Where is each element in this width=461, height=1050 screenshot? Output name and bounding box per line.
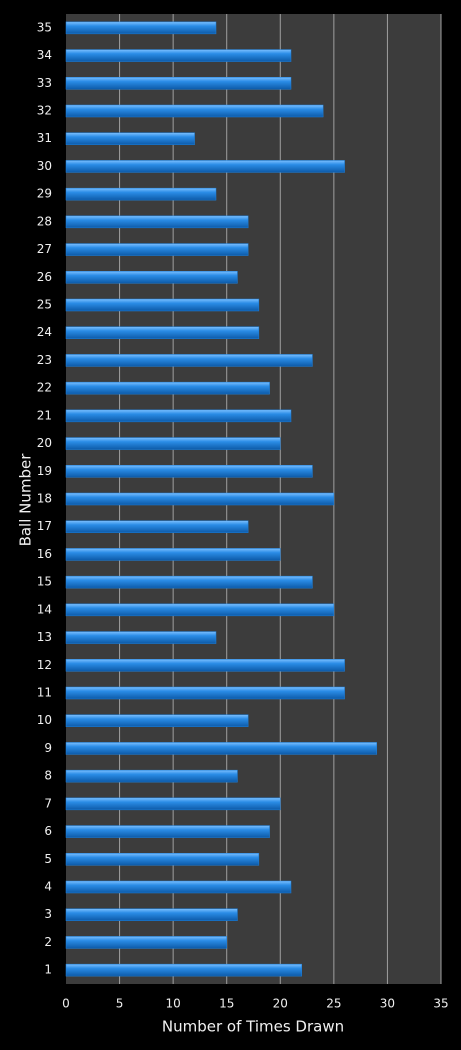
bar — [65, 160, 345, 173]
bar — [65, 21, 217, 35]
x-tick-label: 10 — [166, 997, 181, 1011]
x-tick-label: 5 — [116, 997, 124, 1011]
y-tick-label: 18 — [37, 492, 52, 506]
y-tick-label: 23 — [37, 353, 52, 367]
y-tick-label: 2 — [44, 935, 52, 949]
bar — [65, 686, 345, 700]
y-tick-label: 11 — [37, 686, 52, 700]
bar — [65, 381, 270, 395]
y-tick-label: 15 — [37, 575, 52, 589]
bar — [65, 215, 249, 229]
y-tick-label: 5 — [44, 852, 52, 866]
bar — [65, 298, 260, 312]
y-tick-label: 28 — [37, 214, 52, 228]
bar — [65, 936, 227, 949]
x-tick-label: 0 — [62, 997, 70, 1011]
x-tick-label: 25 — [326, 997, 341, 1011]
y-tick-label: 19 — [37, 464, 52, 478]
bar — [65, 575, 313, 589]
x-axis-title: Number of Times Drawn — [162, 1018, 344, 1036]
bar — [65, 354, 313, 367]
y-tick-label: 12 — [37, 658, 52, 672]
y-tick-label: 20 — [37, 436, 52, 450]
y-tick-label: 34 — [37, 48, 52, 62]
bar — [65, 326, 260, 339]
y-tick-label: 1 — [44, 963, 52, 977]
y-tick-label: 25 — [37, 298, 52, 312]
bar — [65, 548, 281, 561]
bar — [65, 520, 249, 533]
bar — [65, 769, 238, 783]
bar — [65, 49, 292, 62]
bar — [65, 409, 292, 423]
bar — [65, 797, 281, 811]
x-tick-label: 30 — [380, 997, 395, 1011]
y-tick-label: 29 — [37, 187, 52, 201]
bar — [65, 187, 217, 201]
bar — [65, 603, 335, 617]
bar — [65, 742, 377, 755]
y-tick-label: 22 — [37, 381, 52, 395]
bar — [65, 853, 260, 866]
y-tick-label: 4 — [44, 880, 52, 894]
y-tick-label: 7 — [44, 796, 52, 810]
y-tick-label: 24 — [37, 325, 52, 339]
bar — [65, 77, 292, 90]
bar — [65, 437, 281, 450]
y-tick-label: 32 — [37, 104, 52, 118]
y-tick-label: 17 — [37, 519, 52, 533]
bar — [65, 963, 302, 977]
y-tick-label: 9 — [44, 741, 52, 755]
y-tick-label: 21 — [37, 408, 52, 422]
bar — [65, 465, 313, 478]
y-tick-label: 13 — [37, 630, 52, 644]
y-tick-label: 8 — [44, 769, 52, 783]
y-tick-label: 14 — [37, 602, 52, 616]
bar — [65, 825, 270, 838]
bar — [65, 271, 238, 284]
y-tick-label: 26 — [37, 270, 52, 284]
bar — [65, 908, 238, 921]
y-tick-label: 16 — [37, 547, 52, 561]
x-tick-label: 35 — [433, 997, 448, 1011]
y-tick-label: 33 — [37, 76, 52, 90]
bar — [65, 880, 292, 894]
y-tick-label: 6 — [44, 824, 52, 838]
bar — [65, 243, 249, 256]
y-axis-title: Ball Number — [17, 453, 35, 547]
y-tick-label: 35 — [37, 20, 52, 34]
y-tick-label: 27 — [37, 242, 52, 256]
x-tick-label: 15 — [219, 997, 234, 1011]
y-tick-label: 31 — [37, 131, 52, 145]
bar — [65, 631, 217, 644]
bar — [65, 104, 324, 118]
y-tick-label: 30 — [37, 159, 52, 173]
y-tick-label: 10 — [37, 713, 52, 727]
x-tick-label: 20 — [273, 997, 288, 1011]
y-tick-label: 3 — [44, 907, 52, 921]
bar — [65, 659, 345, 672]
bar — [65, 492, 335, 506]
bar — [65, 132, 195, 145]
bar — [65, 714, 249, 727]
